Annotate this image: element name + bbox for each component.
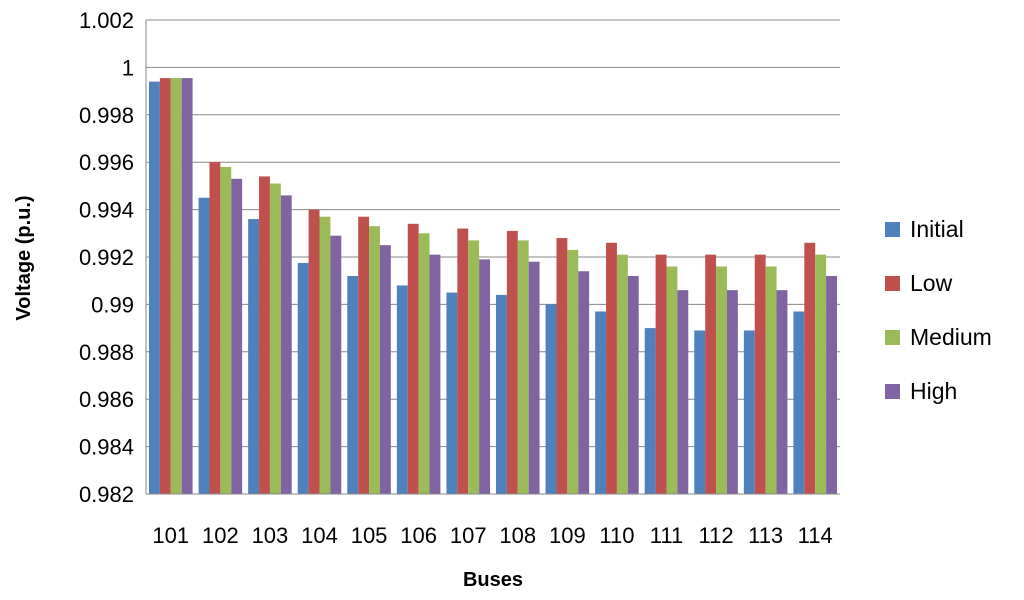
y-tick-label: 0.986 — [79, 387, 134, 412]
bar-initial-106 — [396, 285, 408, 494]
bar-initial-108 — [496, 294, 507, 494]
bar-high-102 — [231, 178, 243, 495]
y-tick-label: 0.994 — [79, 198, 134, 223]
bar-low-106 — [407, 223, 419, 494]
legend-swatch-initial — [885, 222, 900, 237]
bar-initial-104 — [297, 262, 309, 494]
bar-high-104 — [330, 235, 342, 495]
bar-high-108 — [528, 261, 540, 494]
legend-swatch-high — [885, 384, 900, 399]
x-tick-labels: 101 102 103 104 105 106 107 108 109 110 111 112 113 1… — [152, 523, 832, 548]
bar-initial-101 — [149, 81, 160, 495]
legend-label-medium: Medium — [910, 324, 992, 350]
bar-initial-113 — [743, 330, 755, 494]
x-tick-label: 108 — [499, 523, 536, 548]
x-tick-label: 114 — [798, 523, 833, 548]
bar-medium-109 — [567, 249, 579, 494]
bar-medium-106 — [418, 233, 430, 495]
y-tick-label: 1 — [122, 55, 134, 80]
y-tick-label: 0.996 — [79, 150, 134, 175]
bar-low-103 — [259, 176, 270, 495]
x-tick-label: 113 — [748, 523, 783, 548]
bar-high-109 — [578, 271, 590, 494]
bar-high-106 — [429, 254, 441, 494]
bar-initial-105 — [347, 275, 359, 494]
x-tick-label: 112 — [699, 523, 734, 548]
x-tick-label: 106 — [400, 523, 437, 548]
x-tick-label: 102 — [202, 523, 239, 548]
bar-low-104 — [308, 209, 320, 494]
y-tick-labels: 0.982 0.984 0.986 0.988 0.99 0.992 0.994 0.996 0… — [79, 8, 134, 507]
y-tick-label: 0.988 — [79, 340, 134, 365]
bar-high-114 — [826, 275, 837, 494]
bar-initial-103 — [248, 219, 260, 494]
legend-swatch-medium — [885, 330, 900, 345]
bar-low-108 — [506, 230, 518, 494]
x-tick-label: 107 — [450, 523, 487, 548]
bar-low-102 — [209, 162, 221, 494]
x-tick-label: 103 — [252, 523, 289, 548]
legend-label-low: Low — [910, 270, 953, 296]
bar-medium-112 — [716, 266, 727, 494]
bar-low-114 — [804, 242, 816, 494]
bar-high-101 — [181, 78, 193, 494]
y-tick-label: 1.002 — [79, 8, 134, 33]
x-tick-label: 101 — [152, 523, 189, 548]
y-tick-label: 0.99 — [91, 292, 134, 317]
legend: Initial Low Medium High — [885, 216, 992, 404]
legend-label-initial: Initial — [910, 216, 964, 242]
bar-low-109 — [556, 238, 568, 494]
bar-high-110 — [627, 275, 639, 494]
bar-medium-107 — [468, 240, 480, 494]
bar-medium-103 — [269, 183, 281, 494]
y-axis-title: Voltage (p.u.) — [13, 195, 35, 320]
bar-low-112 — [705, 254, 717, 494]
bar-initial-111 — [644, 328, 656, 494]
x-tick-label: 111 — [650, 523, 683, 548]
bar-medium-102 — [220, 166, 232, 494]
x-tick-label: 105 — [351, 523, 388, 548]
bar-low-111 — [655, 254, 667, 494]
bar-initial-114 — [793, 311, 805, 494]
bar-medium-105 — [369, 226, 380, 494]
axes — [145, 20, 840, 495]
bar-low-105 — [358, 216, 370, 494]
bar-medium-108 — [517, 240, 529, 494]
y-tick-label: 0.992 — [79, 245, 134, 270]
bar-medium-111 — [666, 266, 678, 494]
legend-label-high: High — [910, 378, 957, 404]
bar-medium-101 — [170, 78, 182, 494]
bar-high-107 — [479, 259, 490, 494]
bar-medium-114 — [815, 254, 827, 494]
bar-low-113 — [754, 254, 766, 494]
bar-initial-107 — [446, 292, 458, 494]
y-tick-label: 0.982 — [79, 482, 134, 507]
bar-initial-102 — [198, 197, 210, 494]
bar-initial-112 — [694, 330, 706, 494]
x-axis-title: Buses — [463, 569, 523, 591]
y-tick-label: 0.998 — [79, 103, 134, 128]
bar-initial-110 — [595, 311, 607, 494]
y-tick-label: 0.984 — [79, 435, 134, 460]
x-tick-label: 104 — [301, 523, 338, 548]
bar-low-107 — [457, 228, 469, 494]
bar-high-105 — [379, 245, 391, 494]
bar-high-103 — [280, 195, 292, 494]
bar-low-110 — [606, 242, 617, 494]
bar-initial-109 — [545, 304, 557, 494]
bar-high-113 — [776, 290, 788, 494]
bar-low-101 — [159, 78, 171, 494]
bar-medium-110 — [616, 254, 628, 494]
bar-high-111 — [677, 290, 689, 494]
bar-medium-113 — [765, 266, 777, 494]
bar-medium-104 — [319, 216, 331, 494]
bar-high-112 — [726, 290, 738, 494]
legend-swatch-low — [885, 276, 900, 291]
bars — [149, 78, 837, 495]
x-tick-label: 110 — [599, 523, 634, 548]
x-tick-label: 109 — [549, 523, 586, 548]
